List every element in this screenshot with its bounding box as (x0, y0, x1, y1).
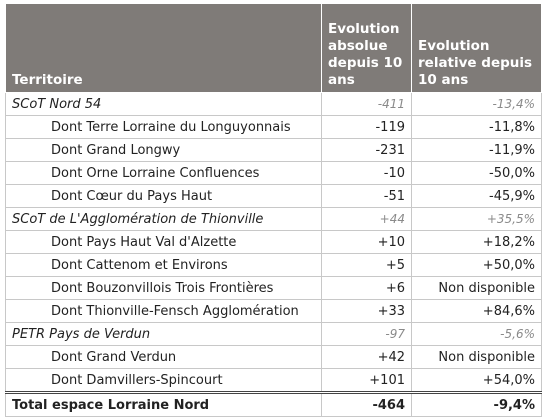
value-cell: +44 (321, 207, 412, 231)
table: Territoire Evolution absolue depuis 10 a… (5, 3, 542, 417)
value-cell: +50,0% (411, 253, 542, 277)
table-row: Dont Pays Haut Val d'Alzette +10 +18,2% (5, 230, 542, 254)
value-cell: -231 (321, 138, 412, 162)
table-row: SCoT de L'Agglomération de Thionville +44… (5, 207, 542, 231)
table-row: Dont Bouzonvillois Trois Frontières +6 Non… (5, 276, 542, 300)
territory-cell: Dont Bouzonvillois Trois Frontières (5, 276, 322, 300)
table-row: PETR Pays de Verdun -97 -5,6% (5, 322, 542, 346)
table-row: Dont Cœur du Pays Haut -51 -45,9% (5, 184, 542, 208)
value-cell: -464 (321, 391, 412, 417)
header-cell: Territoire (5, 3, 322, 93)
value-cell: -119 (321, 115, 412, 139)
value-cell: +84,6% (411, 299, 542, 323)
value-cell: -50,0% (411, 161, 542, 185)
territory-cell: Dont Cœur du Pays Haut (5, 184, 322, 208)
value-cell: -411 (321, 92, 412, 116)
value-cell: Non disponible (411, 276, 542, 300)
territory-cell: SCoT de L'Agglomération de Thionville (5, 207, 322, 231)
value-cell: +6 (321, 276, 412, 300)
header-row: Territoire Evolution absolue depuis 10 a… (5, 3, 542, 93)
value-cell: +42 (321, 345, 412, 369)
value-cell: +35,5% (411, 207, 542, 231)
value-cell: -11,9% (411, 138, 542, 162)
territory-cell: Dont Orne Lorraine Confluences (5, 161, 322, 185)
value-cell: -45,9% (411, 184, 542, 208)
table-row: Dont Damvillers-Spincourt +101 +54,0% (5, 368, 542, 393)
value-cell: +54,0% (411, 368, 542, 393)
value-cell: -11,8% (411, 115, 542, 139)
value-cell: +10 (321, 230, 412, 254)
table-row: Dont Thionville-Fensch Agglomération +33 +… (5, 299, 542, 323)
value-cell: -13,4% (411, 92, 542, 116)
territory-cell: PETR Pays de Verdun (5, 322, 322, 346)
value-cell: -5,6% (411, 322, 542, 346)
table-row: Dont Orne Lorraine Confluences -10 -50,0% (5, 161, 542, 185)
header-cell: Evolution absolue depuis 10 ans (321, 3, 412, 93)
header-cell: Evolution relative depuis 10 ans (411, 3, 542, 93)
table-row: SCoT Nord 54 -411 -13,4% (5, 92, 542, 116)
value-cell: +5 (321, 253, 412, 277)
territory-cell: Dont Grand Longwy (5, 138, 322, 162)
value-cell: -10 (321, 161, 412, 185)
table-row: Dont Cattenom et Environs +5 +50,0% (5, 253, 542, 277)
territory-cell: Dont Terre Lorraine du Longuyonnais (5, 115, 322, 139)
value-cell: -97 (321, 322, 412, 346)
territory-cell: Dont Cattenom et Environs (5, 253, 322, 277)
territory-cell: SCoT Nord 54 (5, 92, 322, 116)
table-row: Dont Grand Longwy -231 -11,9% (5, 138, 542, 162)
territory-cell: Dont Thionville-Fensch Agglomération (5, 299, 322, 323)
table-row: Dont Grand Verdun +42 Non disponible (5, 345, 542, 369)
value-cell: -9,4% (411, 391, 542, 417)
table-row: Total espace Lorraine Nord -464 -9,4% (5, 391, 542, 417)
value-cell: +18,2% (411, 230, 542, 254)
territory-cell: Dont Pays Haut Val d'Alzette (5, 230, 322, 254)
table-row: Dont Terre Lorraine du Longuyonnais -119-… (5, 115, 542, 139)
value-cell: -51 (321, 184, 412, 208)
value-cell: +101 (321, 368, 412, 393)
territory-cell: Total espace Lorraine Nord (5, 391, 322, 417)
territory-cell: Dont Damvillers-Spincourt (5, 368, 322, 393)
territory-cell: Dont Grand Verdun (5, 345, 322, 369)
value-cell: +33 (321, 299, 412, 323)
value-cell: Non disponible (411, 345, 542, 369)
